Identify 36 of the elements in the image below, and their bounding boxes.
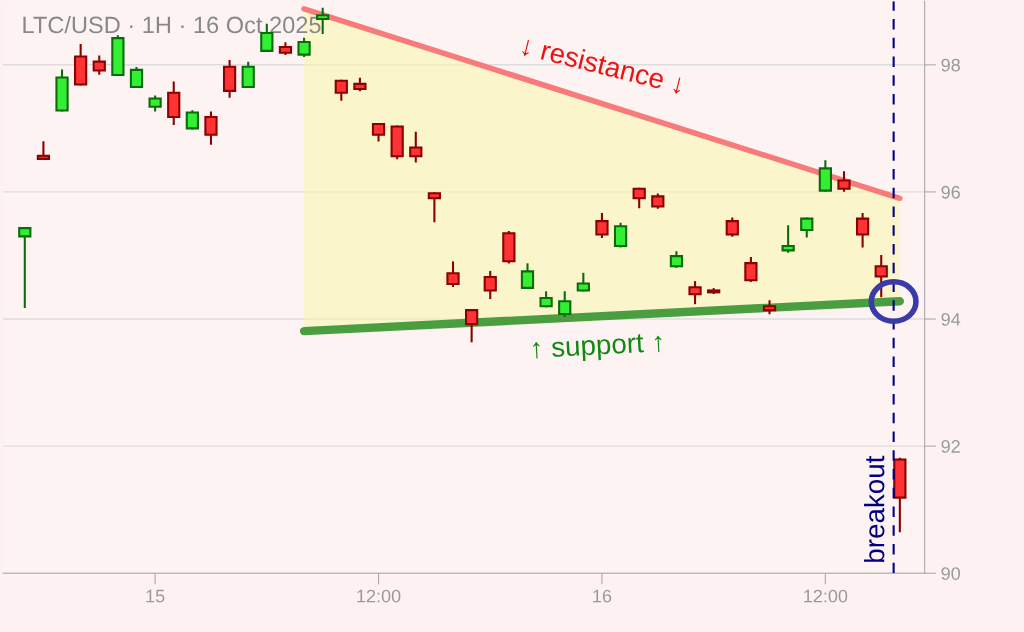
candlestick — [818, 160, 832, 192]
candlestick — [874, 255, 888, 298]
candlestick — [18, 227, 32, 308]
candlestick — [762, 300, 777, 315]
candlestick — [781, 225, 795, 253]
x-tick-label: 12:00 — [357, 589, 401, 603]
candlestick — [855, 213, 870, 248]
candlestick — [427, 192, 442, 223]
annotation: ↓ resistance ↓ — [521, 34, 685, 95]
y-tick-label: 94 — [941, 312, 961, 326]
ref-line-label: breakout — [864, 455, 885, 562]
candlestick — [204, 111, 218, 145]
candlestick — [688, 281, 702, 305]
annotation: ↑ support ↑ — [532, 333, 663, 364]
candlestick — [558, 291, 572, 317]
chart-title: LTC/USD · 1H · 16 Oct 2025 — [23, 16, 321, 34]
x-tick-label: 12:00 — [804, 589, 848, 603]
y-tick-label: 98 — [941, 58, 960, 72]
candlestick — [837, 171, 851, 192]
candlestick — [595, 213, 609, 239]
candlestick — [241, 61, 255, 89]
y-tick-label: 90 — [941, 567, 961, 580]
y-tick-label: 92 — [941, 440, 960, 453]
y-tick-label: 96 — [941, 185, 960, 199]
candlestick — [632, 187, 646, 209]
candlestick — [465, 309, 479, 343]
candlestick — [334, 79, 348, 101]
x-tick-label: 16 — [593, 589, 612, 603]
x-tick-label: 15 — [146, 589, 165, 603]
candlestick — [409, 131, 423, 163]
candlestick — [520, 263, 535, 289]
candlestick — [744, 256, 758, 282]
candlestick — [483, 270, 497, 300]
candlestick — [613, 222, 628, 248]
candlestick — [129, 66, 144, 89]
candlestick — [446, 261, 460, 288]
